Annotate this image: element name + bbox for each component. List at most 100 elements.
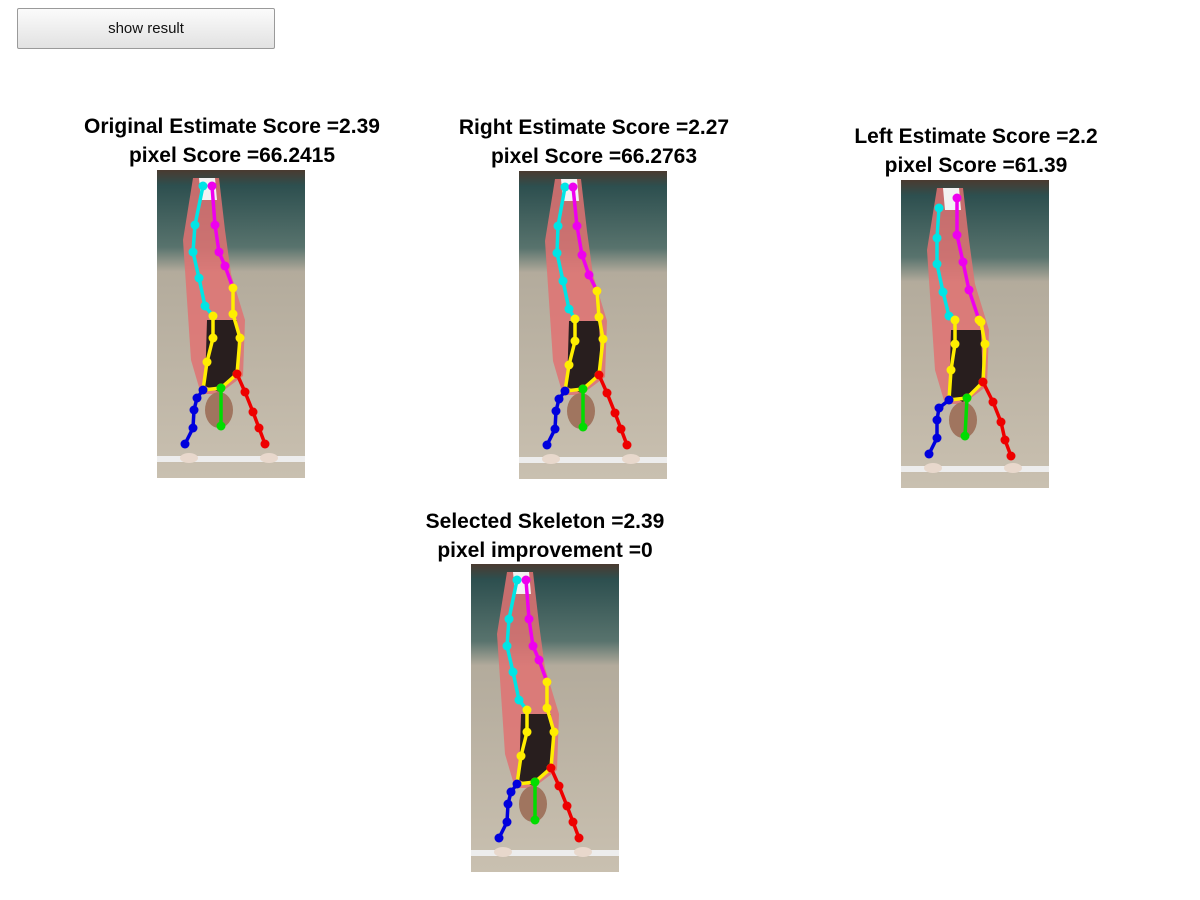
- head-joint: [578, 384, 588, 394]
- left-leg-joint: [938, 287, 948, 297]
- right-arm-joint: [1000, 435, 1010, 445]
- right-arm-joint: [232, 369, 242, 379]
- right-arm-joint: [562, 801, 572, 811]
- right-arm-joint: [568, 817, 578, 827]
- left-arm-joint: [512, 779, 522, 789]
- left-leg-joint: [560, 182, 570, 192]
- torso-joint: [228, 309, 238, 319]
- torso-joint: [950, 339, 960, 349]
- gymnast-head: [567, 393, 595, 429]
- left-leg-joint: [553, 221, 563, 231]
- torso-joint: [228, 283, 238, 293]
- selected-skeleton-title: Selected Skeleton =2.39: [425, 510, 665, 533]
- left-leg-joint: [512, 575, 522, 585]
- torso-joint: [974, 315, 984, 325]
- show-result-button[interactable]: show result: [17, 8, 275, 49]
- right-arm-joint: [546, 763, 556, 773]
- original-pixel-score: pixel Score =66.2415: [128, 144, 336, 167]
- right-arm-joint: [240, 387, 250, 397]
- right-arm-joint: [616, 424, 626, 434]
- right-arm-joint: [254, 423, 264, 433]
- left-leg-joint: [194, 273, 204, 283]
- torso-joint: [208, 311, 218, 321]
- torso-joint: [598, 334, 608, 344]
- torso-joint: [202, 357, 212, 367]
- original-estimate-image: [157, 170, 305, 478]
- right-arm-joint: [996, 417, 1006, 427]
- right-hand: [574, 847, 592, 857]
- torso-joint: [522, 705, 532, 715]
- right-arm-joint: [594, 370, 604, 380]
- head-joint: [960, 431, 970, 441]
- right-leg-joint: [214, 247, 224, 257]
- original-estimate-title: Original Estimate Score =2.39: [84, 115, 380, 138]
- left-leg-joint: [502, 641, 512, 651]
- left-arm-joint: [932, 433, 942, 443]
- right-hand: [622, 454, 640, 464]
- left-leg-joint: [190, 220, 200, 230]
- right-estimate-title: Right Estimate Score =2.27: [458, 116, 730, 139]
- selected-skeleton-image: [471, 564, 619, 872]
- left-leg-joint: [198, 181, 208, 191]
- torso-joint: [592, 286, 602, 296]
- left-arm-joint: [542, 440, 552, 450]
- torso-joint: [980, 339, 990, 349]
- torso-joint: [950, 315, 960, 325]
- bar-rail: [519, 457, 667, 463]
- right-arm-joint: [574, 833, 584, 843]
- head-joint: [216, 421, 226, 431]
- torso-joint: [208, 333, 218, 343]
- torso-joint: [235, 333, 245, 343]
- left-hand: [924, 463, 942, 473]
- torso-joint: [570, 336, 580, 346]
- head-joint: [530, 777, 540, 787]
- right-arm-joint: [1006, 451, 1016, 461]
- right-arm-joint: [260, 439, 270, 449]
- left-leg-joint: [934, 203, 944, 213]
- left-leg-joint: [558, 276, 568, 286]
- right-leg-joint: [207, 181, 217, 191]
- head-joint: [962, 393, 972, 403]
- right-leg-joint: [568, 182, 578, 192]
- left-hand: [542, 454, 560, 464]
- torso-joint: [594, 312, 604, 322]
- selected-skeleton-panel: Selected Skeleton =2.39 pixel improvemen…: [373, 507, 717, 567]
- right-leg-joint: [572, 221, 582, 231]
- torso-joint: [946, 365, 956, 375]
- right-leg-joint: [584, 270, 594, 280]
- right-leg-joint: [210, 220, 220, 230]
- right-leg-joint: [220, 261, 230, 271]
- left-arm-joint: [550, 424, 560, 434]
- right-pixel-score: pixel Score =66.2763: [490, 145, 698, 168]
- original-estimate-panel: Original Estimate Score =2.39 pixel Scor…: [60, 112, 404, 480]
- right-estimate-panel: Right Estimate Score =2.27 pixel Score =…: [422, 113, 766, 173]
- right-arm-joint: [610, 408, 620, 418]
- left-leg-joint: [564, 304, 574, 314]
- right-leg-joint: [952, 230, 962, 240]
- right-leg-joint: [534, 655, 544, 665]
- left-hand: [494, 847, 512, 857]
- left-hand: [180, 453, 198, 463]
- right-leg-joint: [524, 614, 534, 624]
- left-arm-joint: [554, 394, 564, 404]
- left-arm-joint: [503, 799, 513, 809]
- left-leg-joint: [514, 695, 524, 705]
- left-leg-joint: [508, 667, 518, 677]
- right-arm-joint: [602, 388, 612, 398]
- bar-rail: [901, 466, 1049, 472]
- right-leg-joint: [521, 575, 531, 585]
- bar-rail: [471, 850, 619, 856]
- right-leg-joint: [964, 285, 974, 295]
- torso-joint: [564, 360, 574, 370]
- right-arm-joint: [988, 397, 998, 407]
- right-arm-joint: [622, 440, 632, 450]
- gymnast-leotard: [949, 330, 983, 402]
- left-leg-joint: [188, 247, 198, 257]
- torso-joint: [522, 727, 532, 737]
- left-leg-joint: [504, 614, 514, 624]
- gymnast-head: [949, 402, 977, 438]
- bar-rail: [157, 456, 305, 462]
- head-joint: [578, 422, 588, 432]
- left-leg-joint: [552, 248, 562, 258]
- head-joint: [530, 815, 540, 825]
